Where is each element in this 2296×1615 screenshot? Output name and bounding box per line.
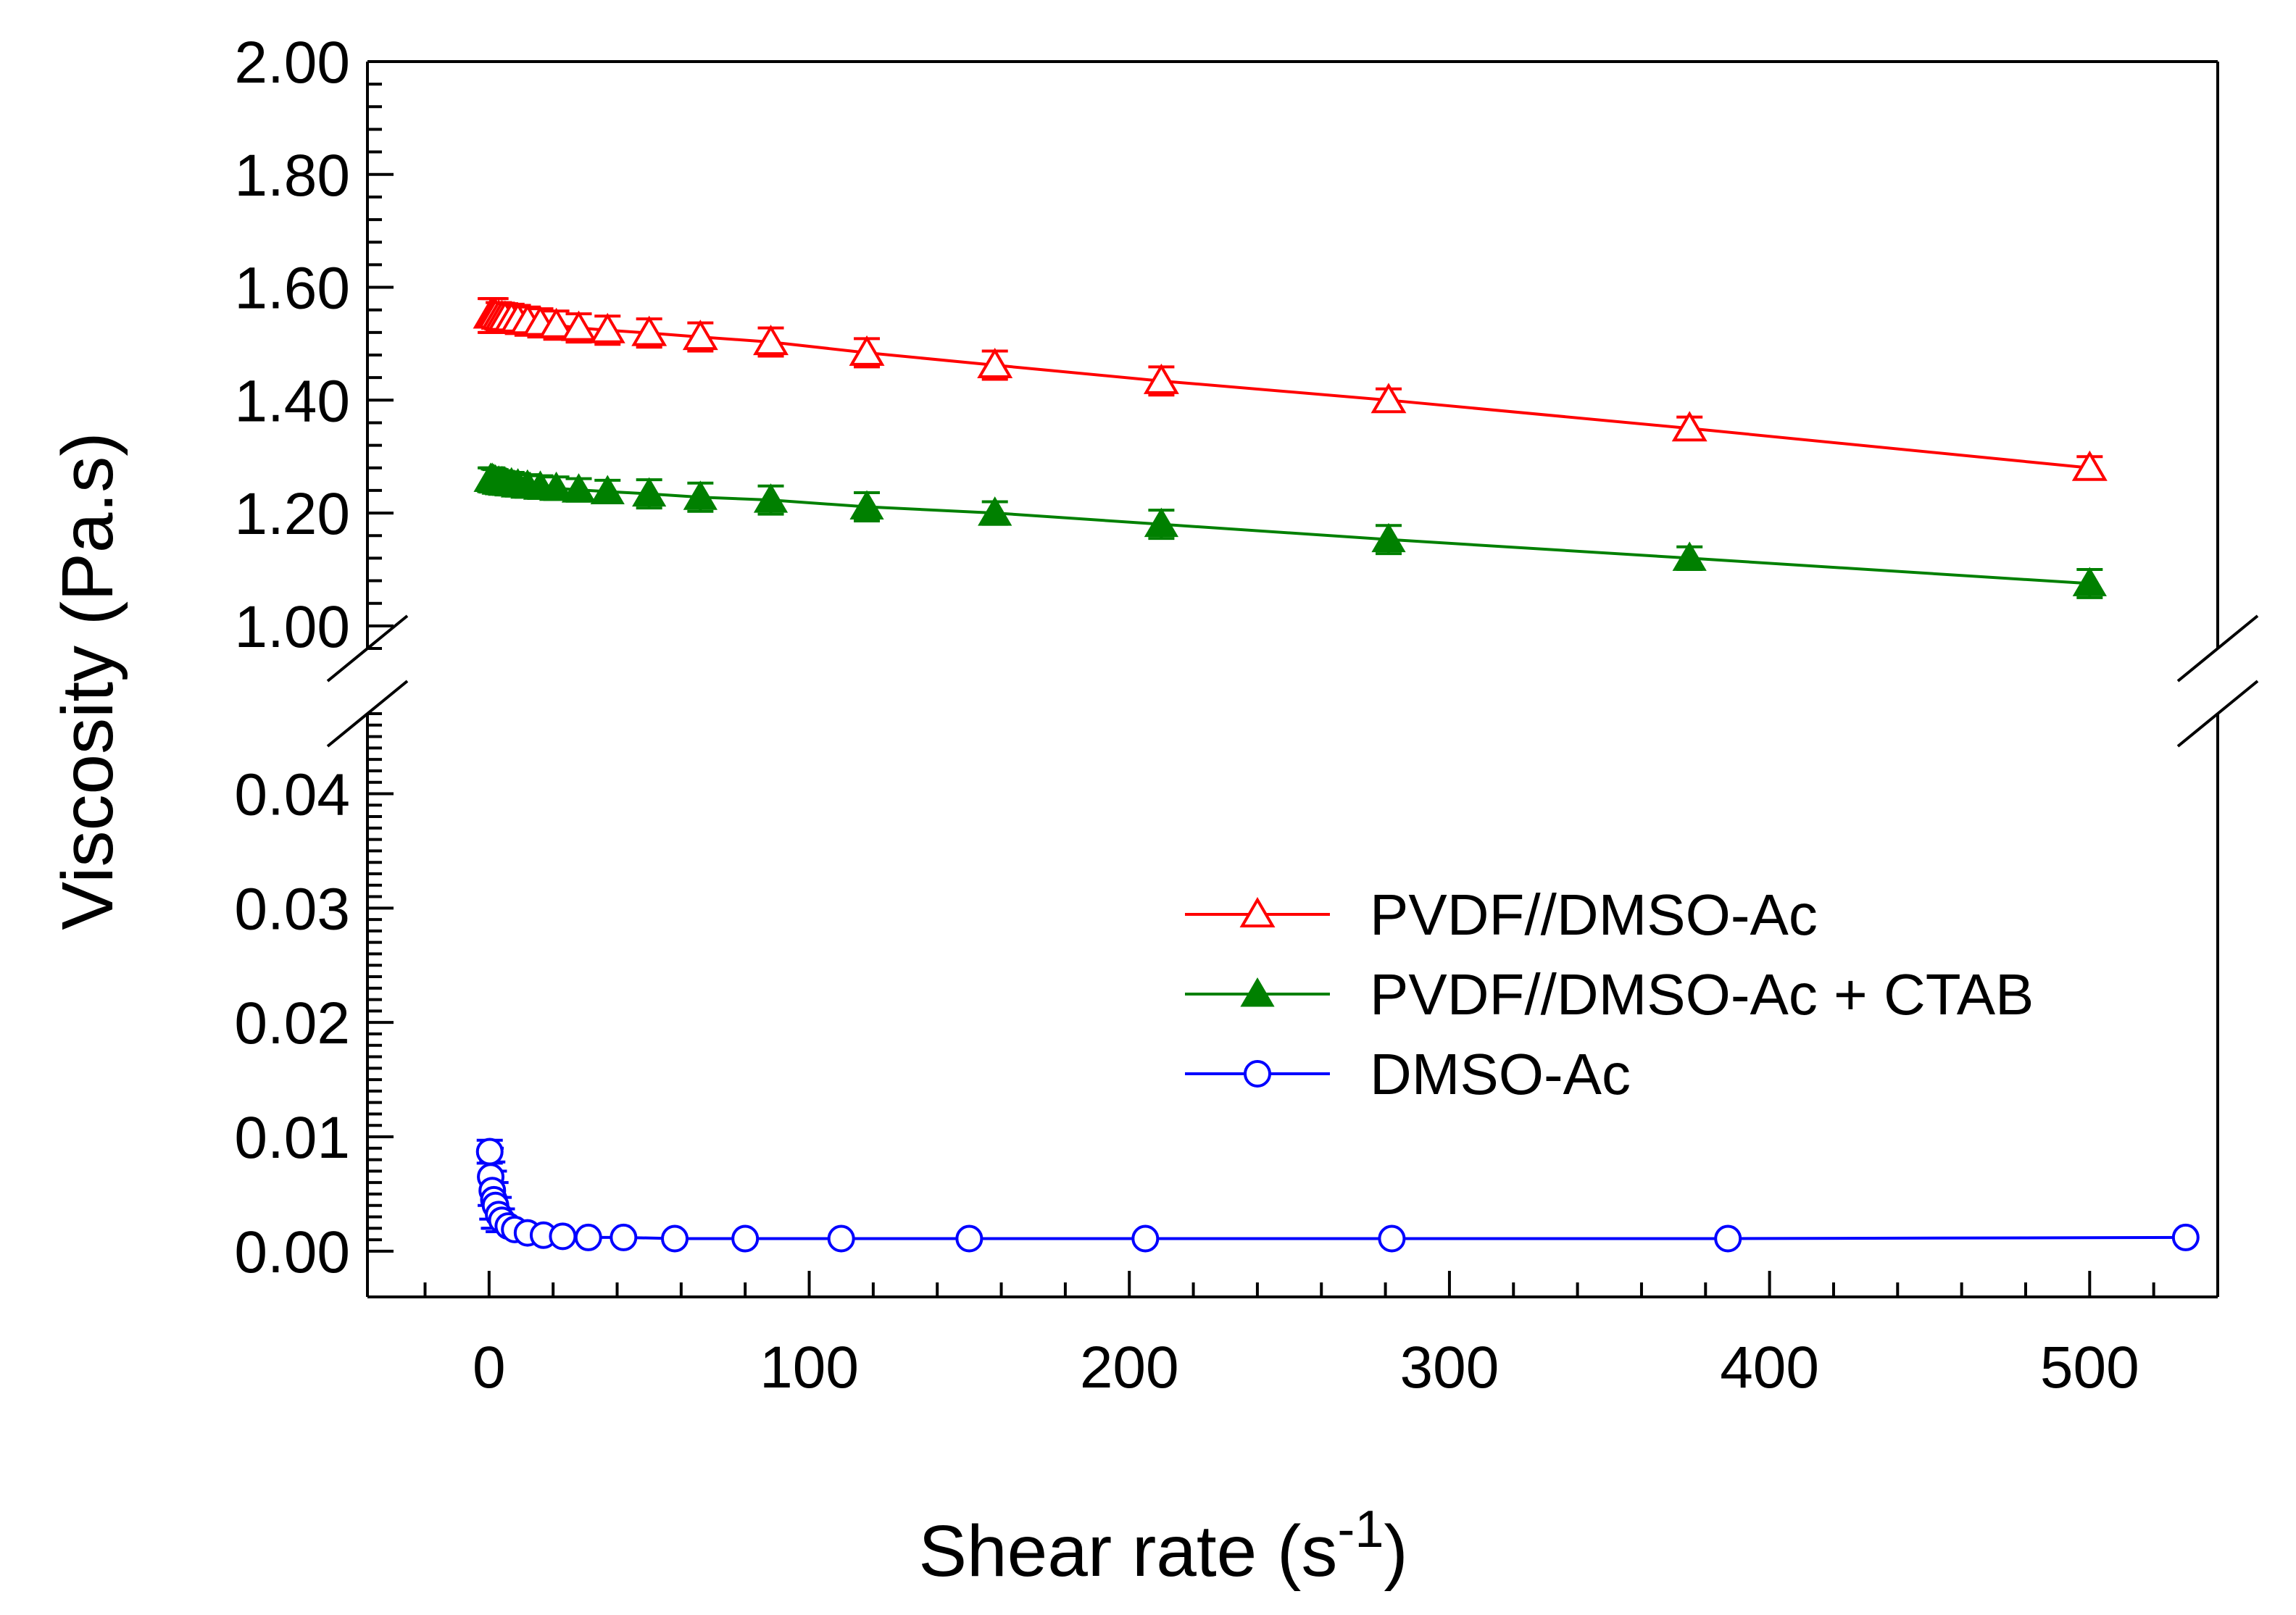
data-point: [1371, 522, 1406, 553]
y-upper-tick-label: 1.80: [234, 143, 350, 209]
y-axis-lower: 0.00 0.01 0.02 0.03 0.04: [234, 712, 394, 1285]
data-point: [1143, 363, 1179, 394]
data-point: [610, 1223, 638, 1251]
y-lower-tick-label: 0.03: [234, 876, 350, 942]
y-upper-tick-label: 1.20: [234, 481, 350, 547]
data-point: [753, 483, 789, 513]
data-point: [561, 310, 597, 341]
data-point: [538, 471, 574, 501]
data-point: [561, 473, 596, 503]
data-point: [978, 496, 1012, 526]
data-point: [1672, 541, 1707, 571]
data-point: [731, 1224, 760, 1253]
series-1: [473, 462, 2107, 599]
data-point: [632, 477, 667, 507]
data-point: [683, 480, 718, 510]
legend-marker: [1239, 897, 1276, 927]
y-upper-tick-label: 1.60: [234, 256, 350, 322]
data-point: [1144, 507, 1179, 538]
data-point: [849, 335, 885, 366]
data-point: [2071, 450, 2108, 481]
x-axis-title-main: Shear rate (s: [918, 1511, 1337, 1592]
x-tick-label: 400: [1720, 1335, 1819, 1401]
break-mark-left-lower: [326, 680, 409, 748]
data-point: [1714, 1224, 1742, 1253]
data-point: [1370, 383, 1407, 414]
x-tick-label: 500: [2040, 1335, 2139, 1401]
legend-label: PVDF//DMSO-Ac + CTAB: [1370, 962, 2034, 1027]
data-point: [574, 1223, 602, 1251]
data-point: [682, 320, 718, 351]
break-mark-right-lower: [2176, 680, 2259, 748]
data-point: [475, 1138, 504, 1166]
data-point: [2171, 1223, 2200, 1251]
data-point: [849, 490, 884, 520]
data-point: [631, 315, 667, 346]
data-point: [590, 475, 625, 504]
break-mark-left-upper: [326, 614, 409, 683]
legend-label: DMSO-Ac: [1370, 1042, 1631, 1106]
data-point: [1378, 1224, 1406, 1253]
data-point: [1131, 1224, 1160, 1253]
series-line: [491, 314, 2090, 470]
y-upper-tick-label: 1.00: [234, 594, 350, 660]
plot-frame: [366, 60, 2219, 1298]
data-point: [538, 307, 575, 338]
x-axis-title-superscript: -1: [1337, 1501, 1384, 1558]
x-axis-title-close: ): [1384, 1511, 1407, 1592]
series-layer: [473, 297, 2200, 1253]
y-lower-tick-label: 0.02: [234, 990, 350, 1056]
series-line: [491, 477, 2090, 585]
x-tick-label: 300: [1400, 1335, 1500, 1401]
y-lower-tick-label: 0.00: [234, 1219, 350, 1285]
legend-label: PVDF//DMSO-Ac: [1370, 882, 1818, 947]
legend-marker: [1240, 977, 1275, 1007]
series-0: [473, 297, 2108, 481]
axis-break-marks: [326, 614, 2259, 748]
data-point: [1671, 411, 1708, 442]
x-axis: 0 100 200 300 400 500: [423, 1271, 2219, 1401]
data-point: [753, 325, 789, 356]
data-point: [2072, 567, 2107, 596]
x-tick-label: 0: [473, 1335, 506, 1401]
break-mark-right-upper: [2176, 614, 2259, 683]
y-axis-upper: 1.00 1.20 1.40 1.60 1.80 2.00: [234, 30, 394, 660]
data-point: [549, 1222, 577, 1251]
legend-marker: [1244, 1060, 1271, 1088]
data-point: [827, 1224, 855, 1253]
y-axis-title: Viscosity (Pa.s): [47, 432, 128, 930]
x-tick-label: 100: [760, 1335, 859, 1401]
y-lower-tick-label: 0.01: [234, 1105, 350, 1171]
y-upper-tick-label: 1.40: [234, 368, 350, 434]
data-point: [661, 1224, 689, 1253]
series-2: [475, 1138, 2200, 1253]
data-point: [589, 312, 625, 343]
x-tick-label: 200: [1080, 1335, 1179, 1401]
y-upper-tick-label: 2.00: [234, 30, 350, 96]
data-point: [977, 348, 1013, 379]
data-point: [955, 1224, 983, 1253]
legend: PVDF//DMSO-Ac PVDF//DMSO-Ac + CTAB DMSO-Ac: [1185, 882, 2034, 1106]
x-axis-title: Shear rate (s-1): [918, 1501, 1407, 1592]
y-lower-tick-label: 0.04: [234, 761, 350, 827]
